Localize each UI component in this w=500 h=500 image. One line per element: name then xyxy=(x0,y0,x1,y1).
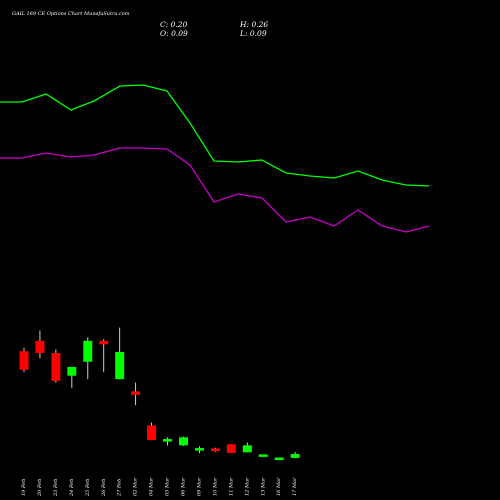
candle-body xyxy=(194,448,204,451)
x-tick-label: 20 Feb xyxy=(37,479,43,497)
candle-body xyxy=(35,340,45,354)
high-readout: H: 0.26 xyxy=(240,20,268,29)
x-tick-label: 10 Mar xyxy=(212,477,218,496)
candle-body xyxy=(179,437,188,446)
low-label: L: xyxy=(240,29,248,38)
chart-title: GAIL 169 CE Options Chart MunafaSutra.co… xyxy=(12,11,130,17)
x-tick-label: 23 Feb xyxy=(53,479,59,497)
x-tick-label: 09 Mar xyxy=(196,477,202,496)
x-tick-label: 12 Mar xyxy=(244,477,250,496)
candle-body xyxy=(51,353,61,381)
open-label: O: xyxy=(160,29,169,38)
candle-body xyxy=(258,454,268,457)
low-readout: L: 0.09 xyxy=(240,29,267,38)
candle-body xyxy=(210,448,220,451)
x-tick-label: 25 Feb xyxy=(85,479,91,497)
high-label: H: xyxy=(240,20,250,29)
candle-body xyxy=(99,340,109,345)
candle-body xyxy=(147,425,157,441)
close-value: 0.20 xyxy=(170,20,188,29)
candle-body xyxy=(163,439,173,442)
candle-body xyxy=(83,340,93,362)
open-value: 0.09 xyxy=(171,29,188,38)
close-label: C: xyxy=(160,20,169,29)
x-tick-label: 27 Feb xyxy=(117,479,123,497)
high-value: 0.26 xyxy=(251,20,269,29)
candle-body xyxy=(226,444,236,453)
overlay-line-1 xyxy=(0,84,430,187)
x-tick-label: 17 Mar xyxy=(292,477,298,496)
x-tick-label: 26 Feb xyxy=(101,479,107,497)
x-tick-label: 06 Mar xyxy=(181,477,187,496)
candle-body xyxy=(274,457,284,461)
x-tick-label: 05 Mar xyxy=(165,477,171,496)
low-value: 0.09 xyxy=(249,29,267,38)
candle-body xyxy=(19,351,29,370)
candle-body xyxy=(115,351,125,380)
candle-body xyxy=(242,445,252,453)
x-tick-label: 16 Mar xyxy=(276,477,282,496)
x-tick-label: 02 Mar xyxy=(133,477,139,496)
candle-body xyxy=(131,391,141,395)
open-readout: O: 0.09 xyxy=(160,29,188,38)
close-readout: C: 0.20 xyxy=(160,20,187,29)
overlay-line-2 xyxy=(0,147,430,233)
x-tick-label: 04 Mar xyxy=(149,477,155,496)
x-tick-label: 13 Mar xyxy=(260,477,266,496)
x-tick-label: 19 Feb xyxy=(21,479,27,496)
candle-body xyxy=(67,366,77,376)
x-tick-label: 11 Mar xyxy=(228,477,234,496)
x-tick-label: 24 Feb xyxy=(69,479,75,497)
candle-body xyxy=(290,454,300,458)
